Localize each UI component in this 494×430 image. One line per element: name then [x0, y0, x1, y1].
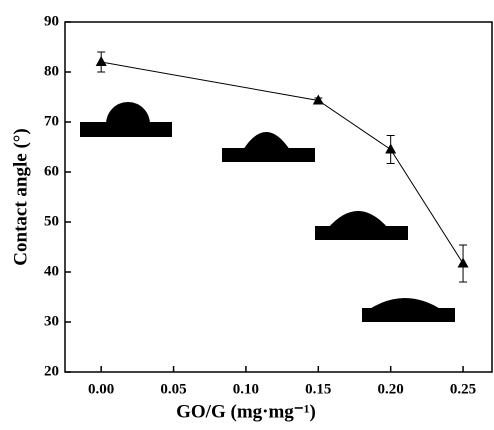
y-tick-label: 90	[44, 13, 59, 29]
x-tick-label: 0.20	[378, 381, 404, 397]
y-tick-label: 60	[44, 163, 59, 179]
y-tick-label: 80	[44, 63, 59, 79]
marker	[457, 257, 469, 268]
x-axis-label: GO/G (mg·mg⁻¹)	[176, 401, 316, 422]
y-tick-label: 20	[44, 363, 59, 379]
y-tick-label: 40	[44, 263, 59, 279]
x-tick-label: 0.25	[450, 381, 476, 397]
data-line	[101, 61, 464, 264]
droplet	[328, 211, 388, 228]
y-tick-label: 50	[44, 213, 59, 229]
droplet-base	[222, 148, 315, 162]
plot-frame	[64, 21, 493, 373]
droplet-base	[362, 308, 455, 322]
droplet-images	[80, 102, 455, 322]
x-tick-label: 0.15	[305, 381, 331, 397]
droplet-base	[315, 226, 408, 240]
droplet-base	[80, 122, 172, 137]
marker	[385, 143, 397, 154]
x-tick-label: 0.00	[88, 381, 114, 397]
y-tick-label: 30	[44, 313, 59, 329]
marker	[95, 56, 107, 66]
droplet	[243, 132, 290, 150]
droplet	[106, 102, 150, 124]
droplet	[368, 298, 442, 310]
y-tick-label: 70	[44, 113, 59, 129]
y-axis-label: Contact angle (°)	[10, 128, 31, 265]
marker	[312, 94, 324, 105]
x-tick-label: 0.05	[160, 381, 186, 397]
x-tick-label: 0.10	[233, 381, 259, 397]
